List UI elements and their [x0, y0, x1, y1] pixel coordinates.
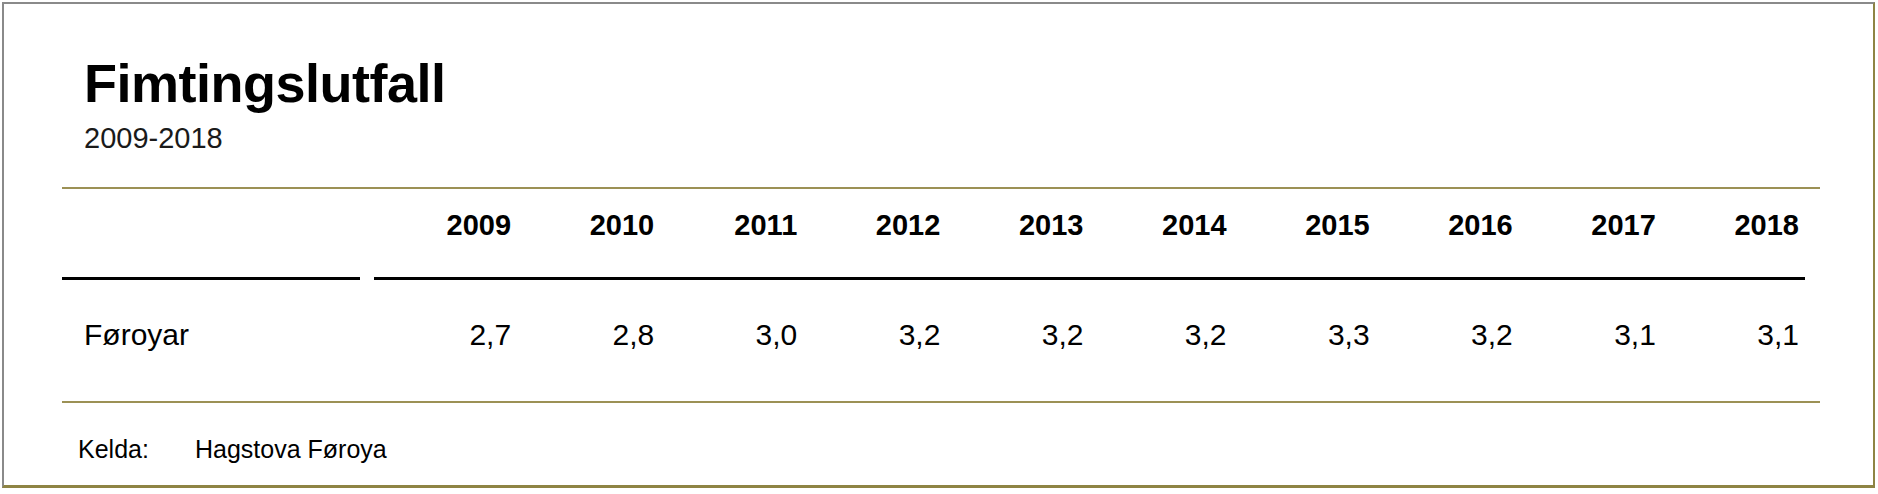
- table-data-row: Føroyar 2,72,83,03,23,23,23,33,23,13,1: [62, 280, 1805, 370]
- year-header-cell: 2009: [374, 189, 517, 280]
- value-cell: 3,2: [946, 280, 1089, 370]
- source-label: Kelda:: [78, 433, 195, 465]
- value-cell: 2,7: [374, 280, 517, 370]
- year-header-cell: 2012: [803, 189, 946, 280]
- table-header-row: 2009201020112012201320142015201620172018: [62, 189, 1805, 280]
- value-cell: 3,0: [660, 280, 803, 370]
- year-header-cell: 2016: [1376, 189, 1519, 280]
- value-cell: 3,1: [1519, 280, 1662, 370]
- value-cell: 3,2: [1089, 280, 1232, 370]
- year-header-cell: 2015: [1233, 189, 1376, 280]
- card-content: Fimtingslutfall 2009-2018 20092010201120…: [4, 52, 1873, 465]
- value-cell: 3,3: [1233, 280, 1376, 370]
- header-underline-gap: [360, 189, 374, 280]
- row-header-spacer: [62, 189, 360, 280]
- source-name: Hagstova Føroya: [195, 433, 387, 465]
- year-header-cell: 2014: [1089, 189, 1232, 280]
- row-label: Føroyar: [62, 280, 360, 370]
- year-header-cell: 2017: [1519, 189, 1662, 280]
- page-subtitle: 2009-2018: [84, 120, 1820, 156]
- value-cell: 2,8: [517, 280, 660, 370]
- year-header-cell: 2018: [1662, 189, 1805, 280]
- value-cell: 3,2: [1376, 280, 1519, 370]
- year-header-cell: 2010: [517, 189, 660, 280]
- source-row: Kelda: Hagstova Føroya: [78, 433, 1820, 465]
- table-card: Fimtingslutfall 2009-2018 20092010201120…: [2, 2, 1875, 488]
- value-cell: 3,1: [1662, 280, 1805, 370]
- bottom-gold-rule: [62, 401, 1820, 403]
- data-table: 2009201020112012201320142015201620172018…: [62, 189, 1805, 370]
- row-gap: [360, 280, 374, 370]
- value-cell: 3,2: [803, 280, 946, 370]
- year-header-cell: 2011: [660, 189, 803, 280]
- page-title: Fimtingslutfall: [84, 52, 1820, 114]
- year-header-cell: 2013: [946, 189, 1089, 280]
